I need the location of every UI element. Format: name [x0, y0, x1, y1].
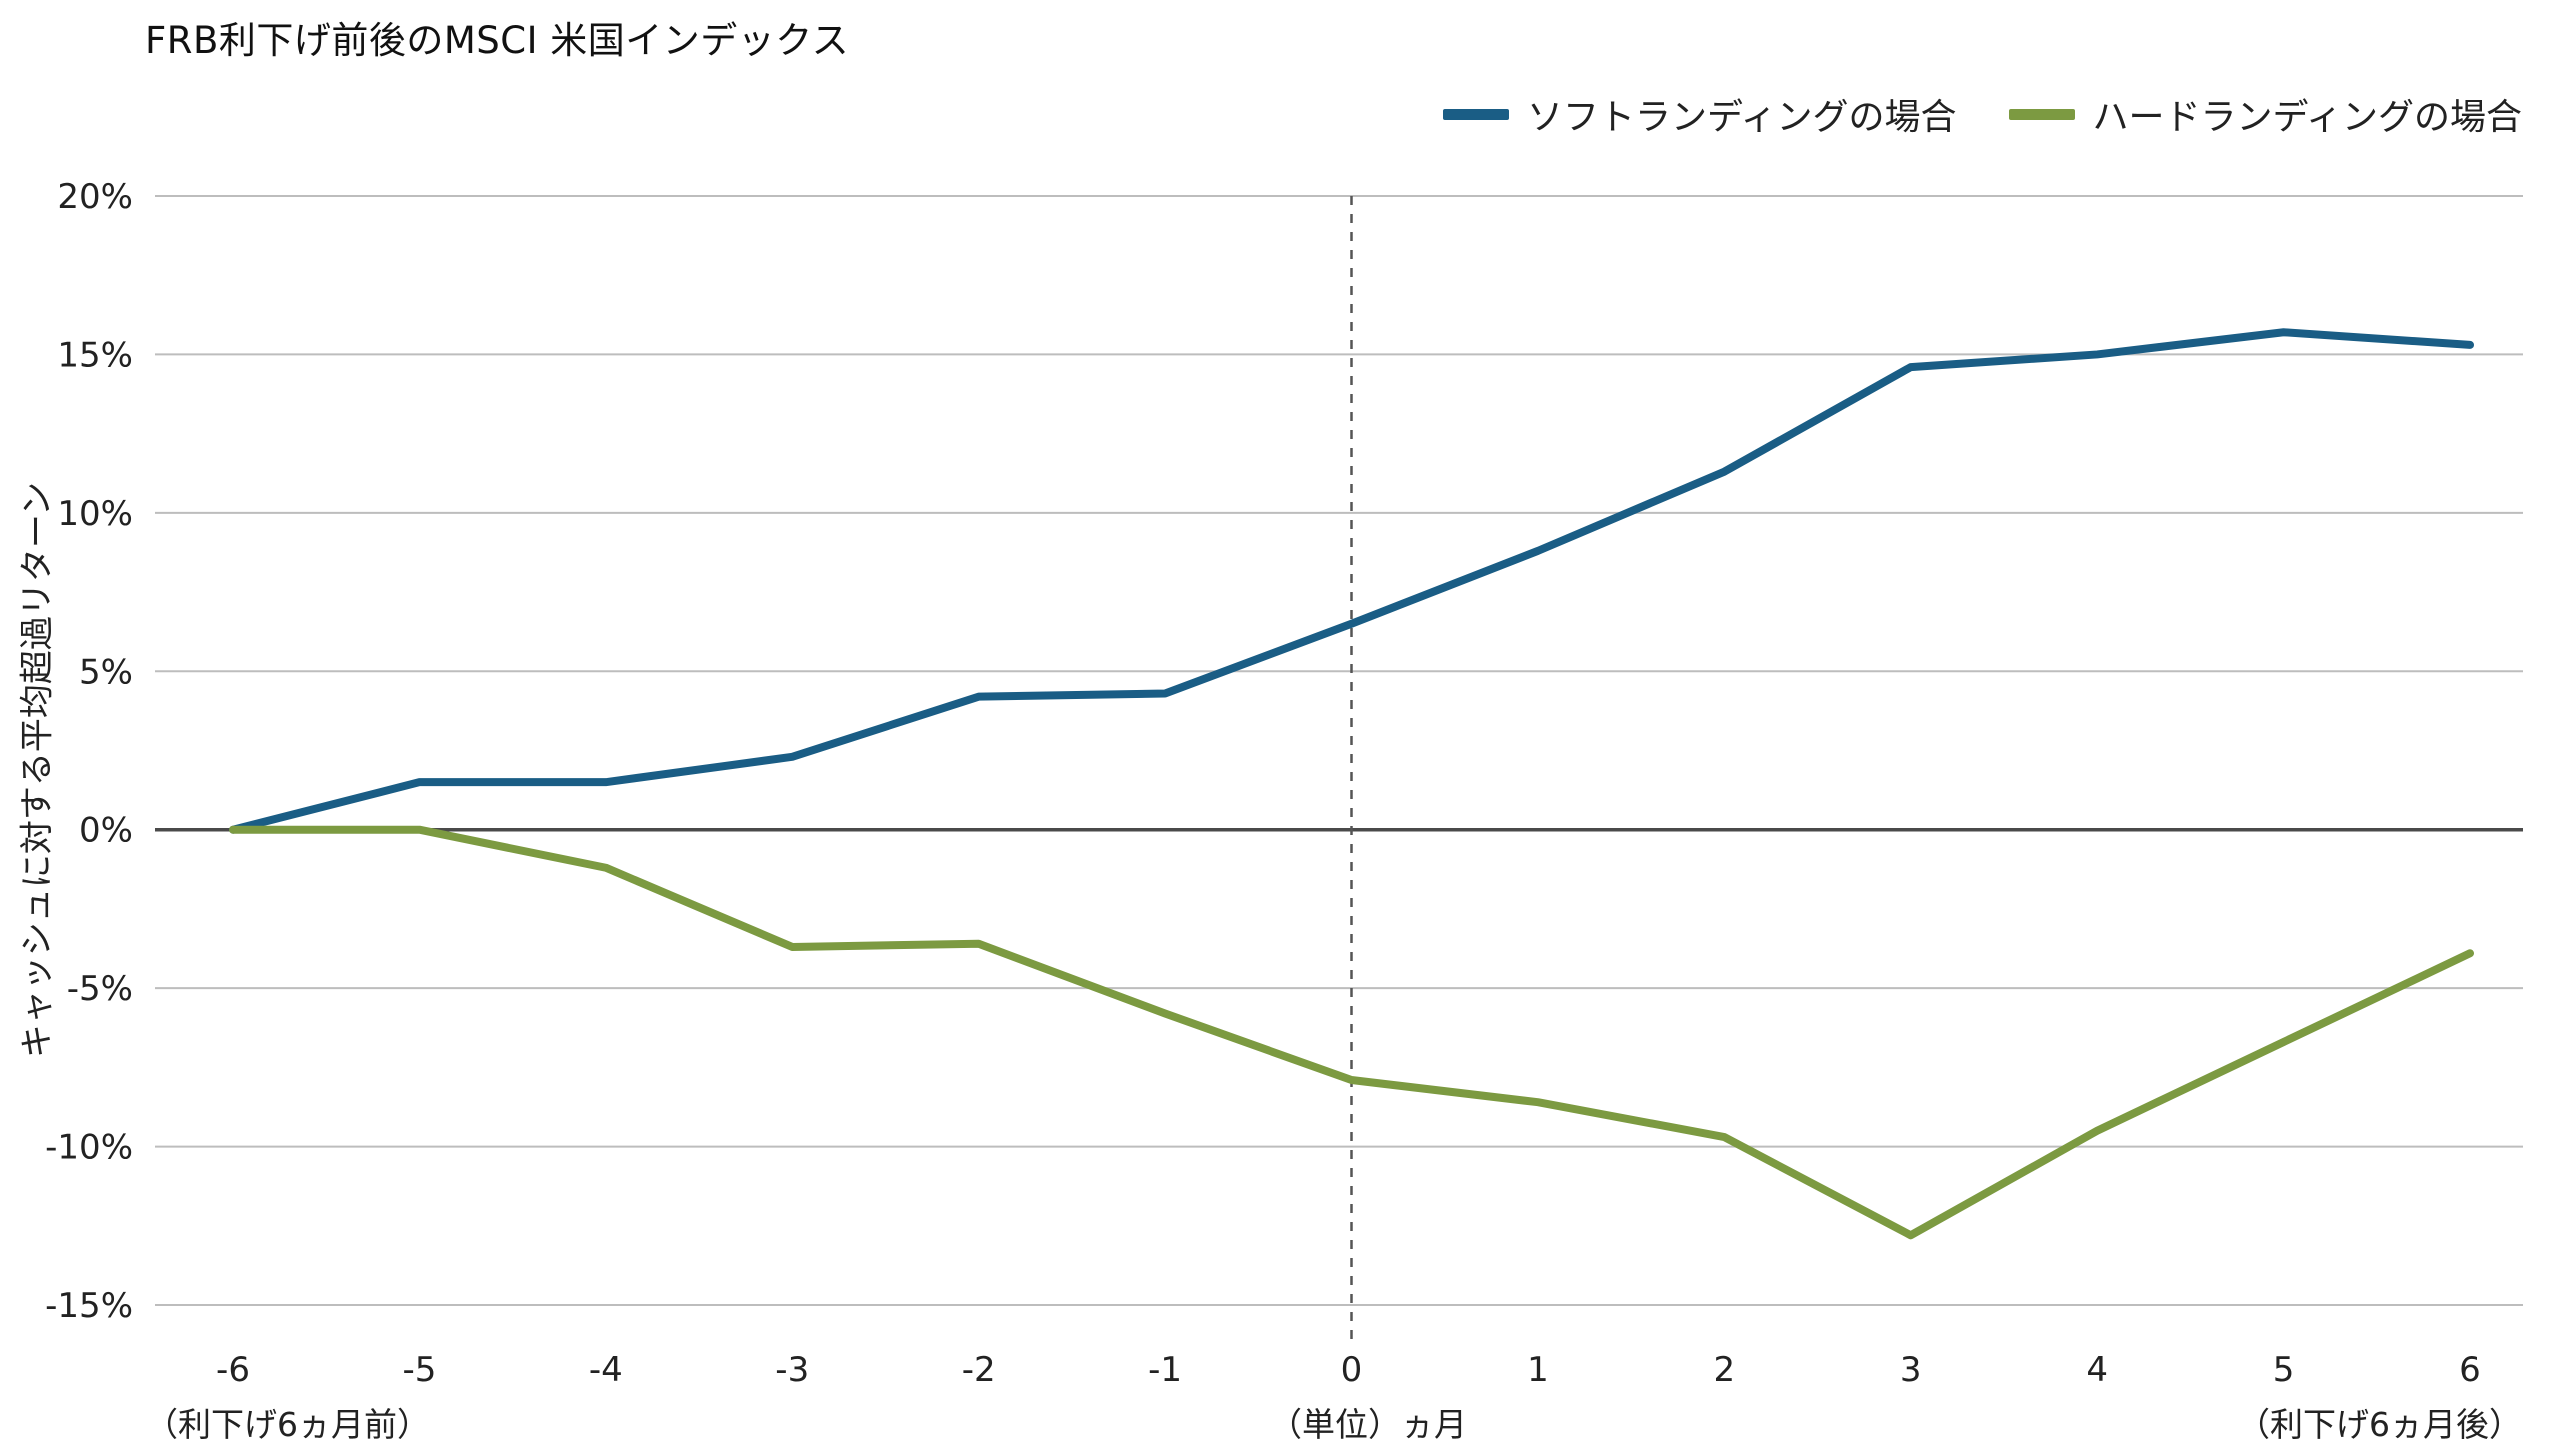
- x-axis-note-left: （利下げ6ヵ月前）: [145, 1405, 430, 1440]
- x-tick-label: -6: [216, 1350, 250, 1390]
- legend-item-soft-landing: ソフトランディングの場合: [1443, 88, 1957, 140]
- soft-landing-series-line: [229, 328, 2474, 834]
- x-tick-label: 3: [1900, 1350, 1922, 1390]
- y-tick-label: 15%: [57, 335, 133, 375]
- x-tick-label: 1: [1527, 1350, 1549, 1390]
- y-tick-label: -10%: [45, 1128, 133, 1168]
- y-tick-label: -15%: [45, 1286, 133, 1326]
- x-tick-label: -5: [402, 1350, 436, 1390]
- x-tick-label: -3: [775, 1350, 809, 1390]
- legend-label-soft-landing: ソフトランディングの場合: [1527, 97, 1957, 138]
- legend-item-hard-landing: ハードランディングの場合: [2008, 88, 2522, 140]
- y-tick-label: 20%: [57, 177, 133, 217]
- y-tick-label: 10%: [57, 494, 133, 534]
- x-tick-label: 4: [2086, 1350, 2108, 1390]
- x-tick-label: -1: [1148, 1350, 1182, 1390]
- soft-landing-line-swatch: [1443, 108, 1510, 120]
- x-axis-note-right: （利下げ6ヵ月後）: [2237, 1405, 2522, 1440]
- legend: ソフトランディングの場合 ハードランディングの場合: [1443, 88, 2522, 140]
- x-tick-label: 2: [1714, 1350, 1736, 1390]
- x-tick-label: -2: [962, 1350, 996, 1390]
- y-tick-label: -5%: [67, 969, 133, 1009]
- hard-landing-series-line: [229, 825, 2474, 1240]
- legend-label-hard-landing: ハードランディングの場合: [2092, 97, 2522, 138]
- x-axis-label: （単位）ヵ月: [1269, 1405, 1467, 1440]
- x-tick-label: 6: [2459, 1350, 2481, 1390]
- hard-landing-line-swatch: [2008, 108, 2075, 120]
- x-tick-label: 0: [1341, 1350, 1363, 1390]
- x-tick-label: -4: [589, 1350, 623, 1390]
- x-tick-label: 5: [2273, 1350, 2295, 1390]
- y-tick-label: 5%: [79, 652, 133, 692]
- chart-title: FRB利下げ前後のMSCI 米国インデックス: [145, 19, 850, 62]
- y-tick-label: 0%: [79, 811, 133, 851]
